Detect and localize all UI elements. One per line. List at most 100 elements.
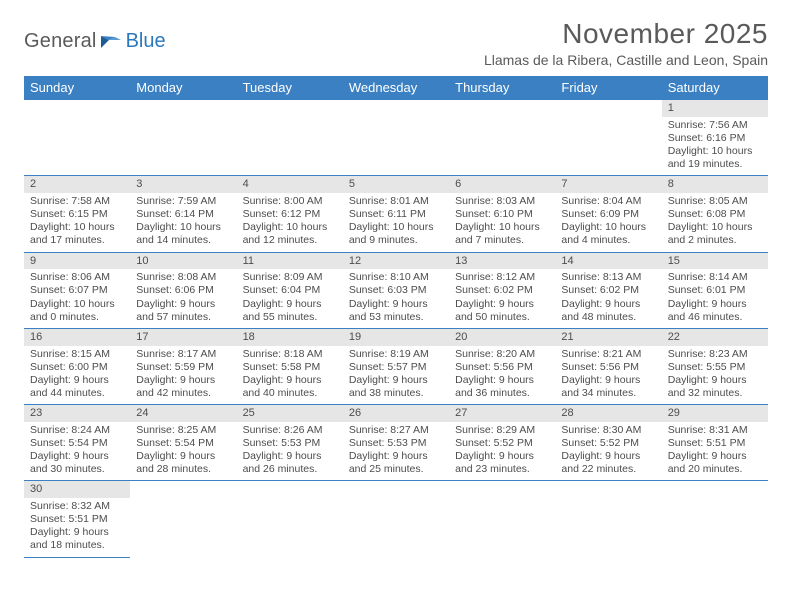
weekday-header: Sunday — [24, 76, 130, 100]
daylight-line2: and 28 minutes. — [136, 463, 230, 476]
sunrise-line: Sunrise: 8:08 AM — [136, 271, 230, 284]
calendar-cell: 3Sunrise: 7:59 AMSunset: 6:14 PMDaylight… — [130, 176, 236, 252]
calendar-cell: 23Sunrise: 8:24 AMSunset: 5:54 PMDayligh… — [24, 405, 130, 481]
day-number: 25 — [237, 405, 343, 422]
sunrise-line: Sunrise: 7:59 AM — [136, 195, 230, 208]
sunset-line: Sunset: 5:56 PM — [561, 361, 655, 374]
calendar-cell: 6Sunrise: 8:03 AMSunset: 6:10 PMDaylight… — [449, 176, 555, 252]
calendar-cell: 19Sunrise: 8:19 AMSunset: 5:57 PMDayligh… — [343, 328, 449, 404]
daylight-line2: and 38 minutes. — [349, 387, 443, 400]
daylight-line2: and 2 minutes. — [668, 234, 762, 247]
daylight-line2: and 19 minutes. — [668, 158, 762, 171]
sunrise-line: Sunrise: 8:32 AM — [30, 500, 124, 513]
day-body: Sunrise: 8:17 AMSunset: 5:59 PMDaylight:… — [130, 346, 236, 405]
sunrise-line: Sunrise: 7:58 AM — [30, 195, 124, 208]
sunrise-line: Sunrise: 8:25 AM — [136, 424, 230, 437]
day-body: Sunrise: 8:01 AMSunset: 6:11 PMDaylight:… — [343, 193, 449, 252]
day-number: 30 — [24, 481, 130, 498]
day-number: 21 — [555, 329, 661, 346]
daylight-line1: Daylight: 9 hours — [455, 298, 549, 311]
calendar-cell: 2Sunrise: 7:58 AMSunset: 6:15 PMDaylight… — [24, 176, 130, 252]
title-block: November 2025 Llamas de la Ribera, Casti… — [484, 18, 768, 68]
day-body: Sunrise: 8:03 AMSunset: 6:10 PMDaylight:… — [449, 193, 555, 252]
calendar-cell — [343, 100, 449, 176]
daylight-line2: and 36 minutes. — [455, 387, 549, 400]
day-body: Sunrise: 8:12 AMSunset: 6:02 PMDaylight:… — [449, 269, 555, 328]
calendar-row: 16Sunrise: 8:15 AMSunset: 6:00 PMDayligh… — [24, 328, 768, 404]
weekday-header: Wednesday — [343, 76, 449, 100]
daylight-line2: and 55 minutes. — [243, 311, 337, 324]
weekday-header: Tuesday — [237, 76, 343, 100]
sunset-line: Sunset: 6:14 PM — [136, 208, 230, 221]
daylight-line1: Daylight: 9 hours — [136, 298, 230, 311]
daylight-line2: and 12 minutes. — [243, 234, 337, 247]
sunset-line: Sunset: 6:02 PM — [455, 284, 549, 297]
day-number: 6 — [449, 176, 555, 193]
day-number: 12 — [343, 253, 449, 270]
daylight-line1: Daylight: 9 hours — [668, 374, 762, 387]
daylight-line2: and 30 minutes. — [30, 463, 124, 476]
day-number: 11 — [237, 253, 343, 270]
calendar-cell: 25Sunrise: 8:26 AMSunset: 5:53 PMDayligh… — [237, 405, 343, 481]
daylight-line2: and 4 minutes. — [561, 234, 655, 247]
daylight-line2: and 26 minutes. — [243, 463, 337, 476]
logo-text-blue: Blue — [126, 30, 166, 53]
daylight-line1: Daylight: 9 hours — [30, 526, 124, 539]
sunset-line: Sunset: 6:15 PM — [30, 208, 124, 221]
sunset-line: Sunset: 6:11 PM — [349, 208, 443, 221]
day-body: Sunrise: 8:26 AMSunset: 5:53 PMDaylight:… — [237, 422, 343, 481]
sunrise-line: Sunrise: 8:17 AM — [136, 348, 230, 361]
calendar-cell — [449, 100, 555, 176]
calendar-cell — [555, 100, 661, 176]
calendar-cell — [343, 481, 449, 557]
sunrise-line: Sunrise: 8:21 AM — [561, 348, 655, 361]
day-body: Sunrise: 8:25 AMSunset: 5:54 PMDaylight:… — [130, 422, 236, 481]
daylight-line1: Daylight: 9 hours — [561, 450, 655, 463]
day-number: 3 — [130, 176, 236, 193]
day-number: 15 — [662, 253, 768, 270]
sunrise-line: Sunrise: 8:24 AM — [30, 424, 124, 437]
day-body: Sunrise: 8:24 AMSunset: 5:54 PMDaylight:… — [24, 422, 130, 481]
sunrise-line: Sunrise: 8:27 AM — [349, 424, 443, 437]
sunset-line: Sunset: 5:52 PM — [455, 437, 549, 450]
daylight-line1: Daylight: 10 hours — [30, 221, 124, 234]
weekday-header: Monday — [130, 76, 236, 100]
sunset-line: Sunset: 6:12 PM — [243, 208, 337, 221]
topbar: General Blue November 2025 Llamas de la … — [24, 18, 768, 68]
day-number: 20 — [449, 329, 555, 346]
daylight-line2: and 7 minutes. — [455, 234, 549, 247]
daylight-line1: Daylight: 10 hours — [455, 221, 549, 234]
day-body: Sunrise: 8:13 AMSunset: 6:02 PMDaylight:… — [555, 269, 661, 328]
sunrise-line: Sunrise: 8:04 AM — [561, 195, 655, 208]
day-number: 5 — [343, 176, 449, 193]
logo: General Blue — [24, 18, 166, 53]
sunrise-line: Sunrise: 8:31 AM — [668, 424, 762, 437]
daylight-line1: Daylight: 9 hours — [455, 450, 549, 463]
calendar-cell: 12Sunrise: 8:10 AMSunset: 6:03 PMDayligh… — [343, 252, 449, 328]
calendar-cell: 5Sunrise: 8:01 AMSunset: 6:11 PMDaylight… — [343, 176, 449, 252]
daylight-line2: and 40 minutes. — [243, 387, 337, 400]
calendar-cell: 7Sunrise: 8:04 AMSunset: 6:09 PMDaylight… — [555, 176, 661, 252]
day-body: Sunrise: 7:59 AMSunset: 6:14 PMDaylight:… — [130, 193, 236, 252]
calendar-cell — [662, 481, 768, 557]
sunrise-line: Sunrise: 8:14 AM — [668, 271, 762, 284]
sunset-line: Sunset: 5:55 PM — [668, 361, 762, 374]
daylight-line2: and 32 minutes. — [668, 387, 762, 400]
daylight-line1: Daylight: 9 hours — [136, 450, 230, 463]
daylight-line1: Daylight: 9 hours — [243, 450, 337, 463]
daylight-line1: Daylight: 9 hours — [30, 450, 124, 463]
daylight-line2: and 50 minutes. — [455, 311, 549, 324]
daylight-line2: and 22 minutes. — [561, 463, 655, 476]
calendar-cell — [130, 481, 236, 557]
day-number: 10 — [130, 253, 236, 270]
day-body: Sunrise: 8:31 AMSunset: 5:51 PMDaylight:… — [662, 422, 768, 481]
day-body: Sunrise: 7:56 AMSunset: 6:16 PMDaylight:… — [662, 117, 768, 176]
sunset-line: Sunset: 5:53 PM — [349, 437, 443, 450]
calendar-cell — [237, 100, 343, 176]
weekday-header: Saturday — [662, 76, 768, 100]
sunset-line: Sunset: 5:51 PM — [30, 513, 124, 526]
calendar-cell — [24, 100, 130, 176]
calendar-cell: 13Sunrise: 8:12 AMSunset: 6:02 PMDayligh… — [449, 252, 555, 328]
calendar-cell — [237, 481, 343, 557]
day-number: 23 — [24, 405, 130, 422]
